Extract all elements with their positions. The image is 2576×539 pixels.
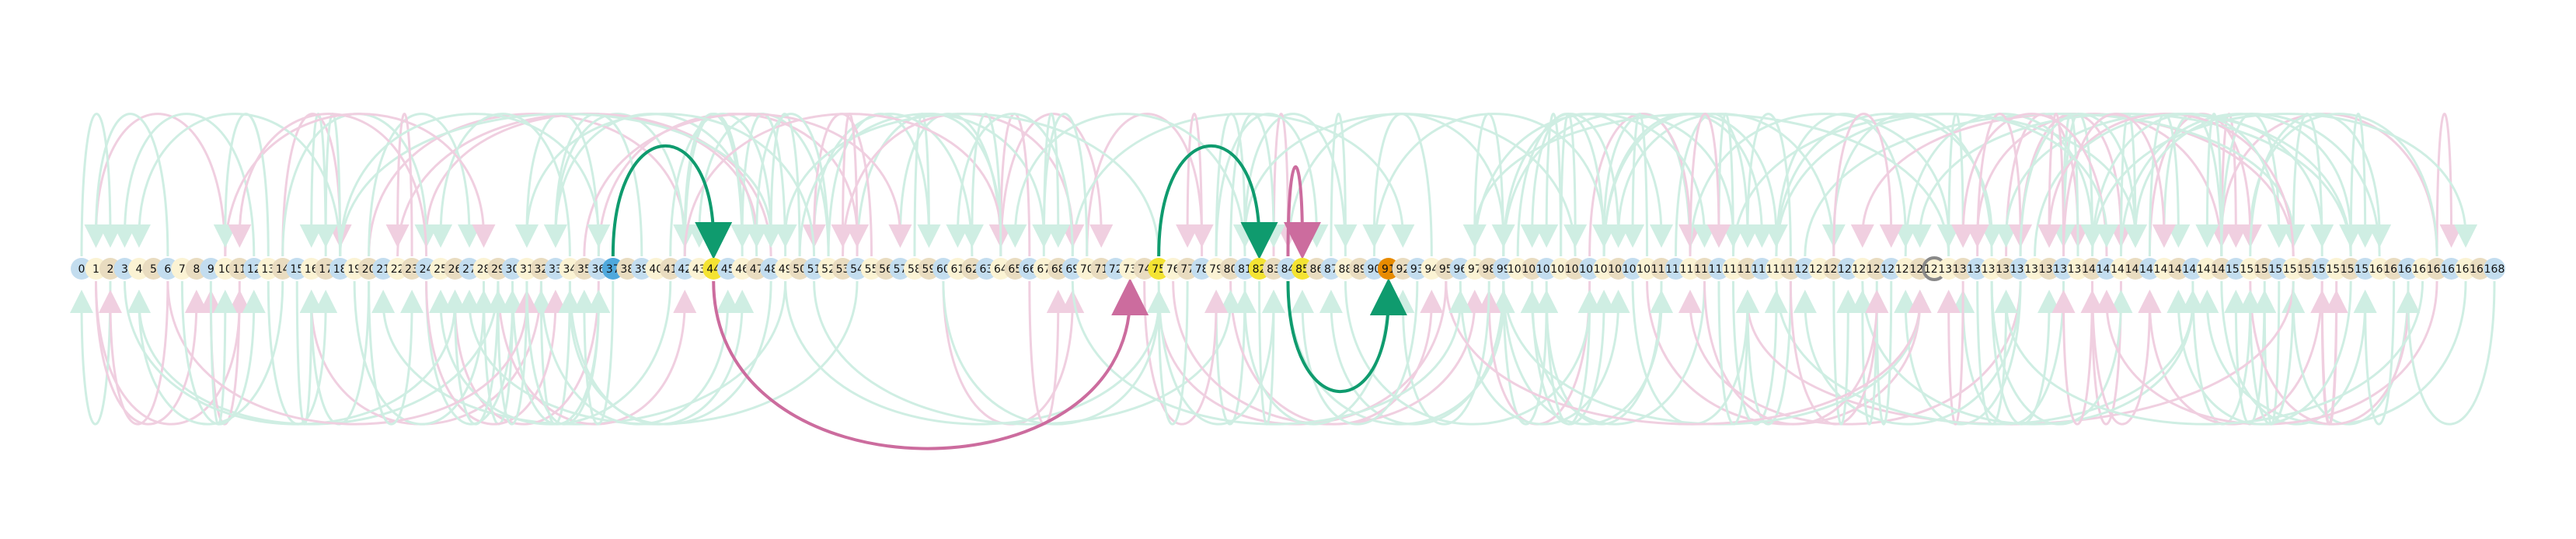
node-label: 3 xyxy=(121,263,128,276)
background-arc xyxy=(1087,114,1202,256)
node-label: 1 xyxy=(92,263,99,276)
background-arc xyxy=(124,281,455,424)
background-arc xyxy=(96,114,225,256)
background-arc xyxy=(1288,281,1504,424)
node-row: 0 1 2 3 4 5 6 7 8 9 10 11 12 13 14 15 16 17 18 19 20 21 22 23 24… xyxy=(71,258,2505,280)
node-label: 6 xyxy=(164,263,171,276)
background-arc xyxy=(814,281,1231,424)
background-arc xyxy=(699,114,828,256)
node-label: 2 xyxy=(107,263,114,276)
highlighted-arc-84-85 xyxy=(1288,167,1302,256)
background-arc xyxy=(1619,114,1834,256)
background-arc xyxy=(297,281,311,424)
node-label: 5 xyxy=(150,263,157,276)
node-label: 7 xyxy=(179,263,186,276)
background-arc xyxy=(915,114,929,256)
background-arc xyxy=(2365,281,2394,424)
background-arc xyxy=(1245,281,1389,424)
background-arc xyxy=(96,114,167,256)
background-arc xyxy=(1604,114,1762,256)
background-arc xyxy=(1863,281,2193,424)
node-label: 0 xyxy=(78,263,85,276)
background-arc xyxy=(1030,281,1058,424)
background-arc xyxy=(1288,114,1504,256)
background-arc xyxy=(943,281,1159,424)
node-label: 8 xyxy=(193,263,200,276)
background-arc xyxy=(1245,114,1575,256)
background-arc xyxy=(1015,114,1245,256)
node-label: 168 xyxy=(2484,263,2505,276)
background-arc xyxy=(2437,114,2451,256)
background-arc xyxy=(786,281,1159,424)
background-arc xyxy=(2264,281,2278,424)
background-arc xyxy=(556,114,685,256)
background-arc xyxy=(2250,281,2408,424)
node-label: 9 xyxy=(207,263,214,276)
background-arc xyxy=(1274,114,1288,256)
background-arc xyxy=(1260,281,1274,424)
background-arc xyxy=(1877,281,1891,424)
background-arc xyxy=(1949,281,1963,424)
background-arc xyxy=(1072,114,1403,256)
background-arc xyxy=(312,114,326,256)
node-label: 4 xyxy=(135,263,142,276)
background-arc xyxy=(441,114,570,256)
